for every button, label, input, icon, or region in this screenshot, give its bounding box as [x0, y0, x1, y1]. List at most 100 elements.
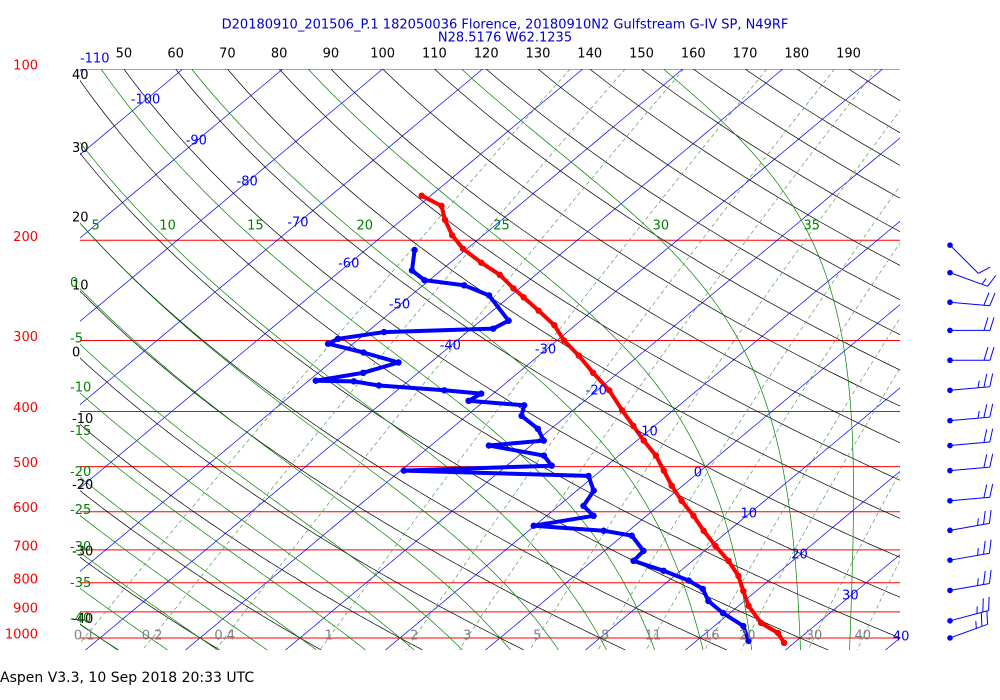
temperature-point [459, 245, 467, 252]
temperature-point [510, 285, 517, 292]
dry-adiabat-label: 170 [733, 47, 758, 62]
dry-adiabat-label: 110 [422, 47, 447, 62]
wind-barb [947, 539, 992, 563]
dewpoint-line [313, 249, 751, 642]
wind-barb [947, 509, 992, 534]
isotherm-label: -80 [237, 175, 258, 190]
moist-adiabat-label: 5 [92, 219, 100, 234]
dry-adiabat-label: 150 [629, 47, 654, 62]
temperature-line [420, 193, 786, 644]
dewpoint-point [478, 390, 485, 397]
isotherm-label: -110 [80, 52, 110, 67]
wind-barb-shaft [949, 403, 994, 422]
isotherm-label: -60 [338, 257, 359, 272]
mixing-ratio-line [529, 109, 900, 650]
moist-adiabat-label: 10 [159, 219, 176, 234]
wind-barb-station [947, 557, 953, 563]
moist-adiabat-label: -20 [70, 465, 91, 480]
isotherm [80, 69, 283, 239]
wind-barb-shaft [949, 373, 994, 391]
temperature-point [520, 294, 527, 301]
mixing-ratio-line [215, 69, 684, 650]
dry-adiabat-label: 80 [271, 47, 288, 62]
isotherm-label: -30 [535, 343, 556, 358]
dewpoint-point [395, 359, 402, 366]
temperature-point [640, 437, 647, 444]
temperature-point [757, 619, 765, 627]
wind-barb-station [947, 618, 953, 624]
dry-adiabat-label: 10 [72, 279, 89, 294]
y-tick-label: 200 [13, 230, 38, 245]
moist-adiabat-label: 30 [653, 219, 670, 234]
plot-area [80, 69, 900, 650]
moist-adiabat [80, 623, 118, 650]
mixing-ratio-line [142, 69, 626, 650]
isotherm [685, 470, 900, 650]
isotherm-label: -50 [389, 298, 410, 313]
temperature-point [551, 321, 558, 329]
dewpoint-point [408, 267, 416, 274]
dewpoint-point [580, 502, 587, 510]
dry-adiabat [278, 69, 900, 481]
dewpoint-point [485, 442, 493, 449]
mixing-ratio-label: 30 [806, 629, 823, 644]
isotherm [80, 69, 683, 572]
temperature-point [535, 307, 542, 314]
dry-adiabat [434, 69, 900, 371]
moist-adiabat-label: 25 [493, 219, 510, 234]
dry-adiabat-label: 50 [116, 47, 133, 62]
dry-adiabat-label: 180 [784, 47, 809, 62]
y-tick-label: 300 [13, 330, 38, 345]
dry-adiabat [80, 357, 525, 650]
temperature-point [606, 387, 613, 394]
dry-adiabat [80, 623, 119, 650]
dry-adiabat-label: 100 [370, 47, 395, 62]
moist-adiabat-label: 35 [803, 219, 820, 234]
dry-adiabat [330, 69, 900, 444]
dewpoint-point [400, 467, 408, 474]
isotherm-label: -70 [287, 216, 308, 231]
wind-barb-shaft [949, 569, 992, 591]
moist-adiabat [80, 515, 268, 650]
dewpoint-point [540, 452, 548, 459]
temperature-point [630, 422, 637, 430]
moist-adiabat-label: -25 [70, 503, 91, 518]
isotherm [285, 137, 900, 650]
isotherm [385, 220, 900, 650]
wind-barb [947, 610, 989, 641]
wind-barb [947, 483, 994, 504]
dry-adiabat-label: 30 [72, 141, 89, 156]
wind-barb [947, 453, 994, 474]
dewpoint-point [520, 402, 528, 409]
wind-barb [947, 569, 992, 594]
mixing-ratio-label: 3 [463, 629, 471, 644]
wind-barb-shaft [949, 509, 992, 531]
temperature-point [589, 369, 597, 377]
dewpoint-point [375, 382, 383, 389]
dry-adiabat-label: 140 [577, 47, 602, 62]
wind-barb-station [947, 327, 953, 334]
wind-barb-station [947, 417, 953, 424]
temperature-point [441, 216, 449, 223]
dry-adiabat-label: 20 [72, 211, 89, 226]
wind-barb-shaft [949, 272, 997, 287]
wind-barb-shaft [949, 596, 990, 622]
dry-adiabat-label: 70 [219, 47, 236, 62]
dry-adiabat [80, 556, 220, 650]
temperature-point [668, 482, 675, 489]
wind-barb-station [947, 527, 953, 534]
dry-adiabat-label: 130 [526, 47, 551, 62]
wind-barb-station [947, 442, 953, 449]
temperature-point [725, 557, 732, 565]
mixing-ratio-label: 0.2 [142, 629, 163, 644]
dry-adiabat [589, 69, 900, 266]
temperature-point [575, 352, 582, 359]
isotherm-label: -40 [440, 339, 461, 354]
dry-adiabat-label: 190 [836, 47, 861, 62]
dry-adiabat-label: 60 [167, 47, 184, 62]
dry-adiabat [123, 69, 900, 598]
dry-adiabat-label: -40 [72, 612, 93, 627]
wind-barb [947, 269, 997, 287]
temperature-point [449, 232, 456, 239]
temperature-point [678, 497, 685, 504]
